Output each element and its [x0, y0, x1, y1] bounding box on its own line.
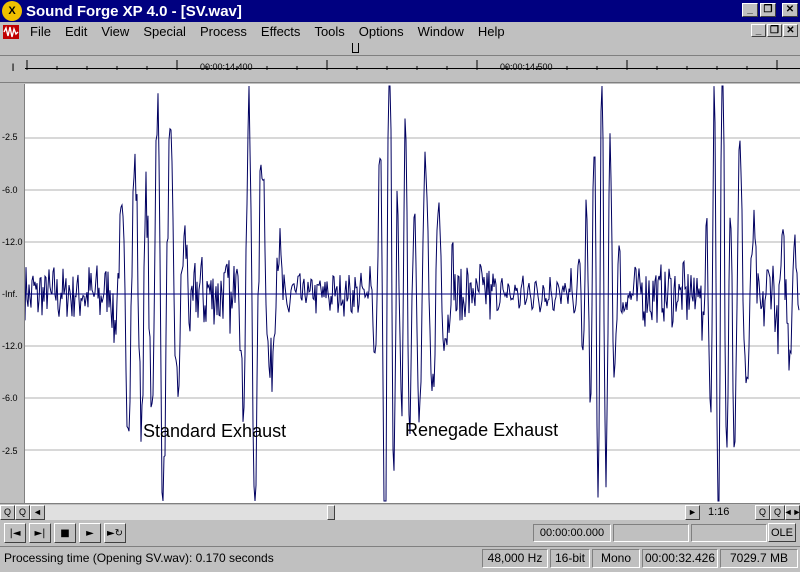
play-button[interactable]: ► — [79, 523, 101, 543]
menu-window[interactable]: Window — [417, 24, 464, 39]
level-label: -12.0 — [2, 341, 23, 351]
menu-effects[interactable]: Effects — [260, 24, 301, 39]
horizontal-scrollbar: Q Q ◄ ► 1:16 Q Q ◄► — [0, 503, 800, 520]
menu-tools[interactable]: Tools — [314, 24, 345, 39]
zoom-reduce-icon[interactable]: Q — [770, 504, 785, 520]
zoom-out-icon[interactable]: Q — [15, 504, 30, 520]
zoom-magnify-icon[interactable]: Q — [755, 504, 770, 520]
selection-length-field — [691, 524, 767, 542]
level-label: -2.5 — [2, 446, 18, 456]
channels-panel[interactable]: Mono — [592, 549, 640, 568]
menu-help[interactable]: Help — [477, 24, 505, 39]
menu-bar: File Edit View Special Process Effects T… — [0, 22, 800, 41]
window-title: Sound Forge XP 4.0 - [SV.wav] — [26, 2, 242, 20]
go-to-end-button[interactable]: ►| — [29, 523, 51, 543]
doc-minimize-button[interactable]: _ — [751, 24, 766, 37]
play-looped-button[interactable]: ►↻ — [104, 523, 126, 543]
selection-end-field — [613, 524, 689, 542]
minimize-button[interactable]: _ — [742, 3, 758, 17]
waveform-document-icon[interactable] — [3, 24, 19, 40]
waveform-svg — [25, 85, 800, 502]
time-ruler[interactable]: I 00:00:14.400 00:00:14.500 — [0, 56, 800, 83]
bit-depth-panel[interactable]: 16-bit — [550, 549, 590, 568]
menu-special[interactable]: Special — [143, 24, 186, 39]
ole-button[interactable]: OLE — [768, 523, 796, 542]
ruler-ticks — [26, 60, 778, 70]
menu-view[interactable]: View — [101, 24, 130, 39]
annotation-renegade-exhaust: Renegade Exhaust — [405, 420, 559, 440]
toolbar-divider — [0, 41, 800, 56]
document-window-controls: _ ❐ ✕ — [751, 24, 798, 37]
doc-restore-button[interactable]: ❐ — [767, 24, 782, 37]
level-label: -12.0 — [2, 237, 23, 247]
menu-file[interactable]: File — [30, 24, 51, 39]
zoom-arrows-icon[interactable]: ◄► — [784, 504, 800, 520]
doc-close-button[interactable]: ✕ — [783, 24, 798, 37]
title-bar: X Sound Forge XP 4.0 - [SV.wav] _ ❐ ✕ — [0, 0, 800, 22]
selection-start-field: 00:00:00.000 — [533, 524, 611, 542]
go-to-start-button[interactable]: |◄ — [4, 523, 26, 543]
level-label: -Inf. — [2, 289, 18, 299]
sample-rate-panel[interactable]: 48,000 Hz — [482, 549, 548, 568]
scroll-right-button[interactable]: ► — [685, 504, 700, 520]
toolbar-grip[interactable] — [352, 43, 359, 53]
scroll-thumb[interactable] — [327, 504, 335, 520]
level-axis: -2.5 -6.0 -12.0 -Inf. -12.0 -6.0 -2.5 — [0, 84, 25, 503]
status-message: Processing time (Opening SV.wav): 0.170 … — [4, 551, 274, 565]
ruler-cursor-icon: I — [11, 62, 15, 74]
level-label: -6.0 — [2, 393, 18, 403]
window-controls: _ ❐ ✕ — [742, 3, 798, 17]
close-button[interactable]: ✕ — [782, 3, 798, 17]
menu-process[interactable]: Process — [199, 24, 247, 39]
scroll-track[interactable] — [45, 504, 685, 520]
stop-button[interactable]: ■ — [54, 523, 76, 543]
restore-button[interactable]: ❐ — [760, 3, 776, 17]
length-panel: 00:00:32.426 — [642, 549, 718, 568]
free-space-panel: 7029.7 MB — [720, 549, 798, 568]
menu-options[interactable]: Options — [358, 24, 404, 39]
sound-forge-logo-icon[interactable]: X — [2, 1, 22, 21]
ruler-track: 00:00:14.400 00:00:14.500 — [25, 60, 800, 72]
level-label: -6.0 — [2, 185, 18, 195]
waveform-trace — [25, 85, 800, 502]
ruler-time-label: 00:00:14.500 — [500, 62, 553, 72]
zoom-ratio: 1:16 — [700, 504, 755, 520]
menu-edit[interactable]: Edit — [64, 24, 88, 39]
waveform-display[interactable]: Standard Exhaust Renegade Exhaust — [25, 84, 800, 503]
ruler-time-label: 00:00:14.400 — [200, 62, 253, 72]
level-label: -2.5 — [2, 132, 18, 142]
logo-letter: X — [8, 5, 16, 17]
annotation-standard-exhaust: Standard Exhaust — [143, 421, 287, 441]
status-bar: Processing time (Opening SV.wav): 0.170 … — [0, 546, 800, 570]
zoom-in-icon[interactable]: Q — [0, 504, 15, 520]
transport-bar: |◄ ►| ■ ► ►↻ 00:00:00.000 OLE — [0, 521, 800, 545]
scroll-left-button[interactable]: ◄ — [30, 504, 45, 520]
